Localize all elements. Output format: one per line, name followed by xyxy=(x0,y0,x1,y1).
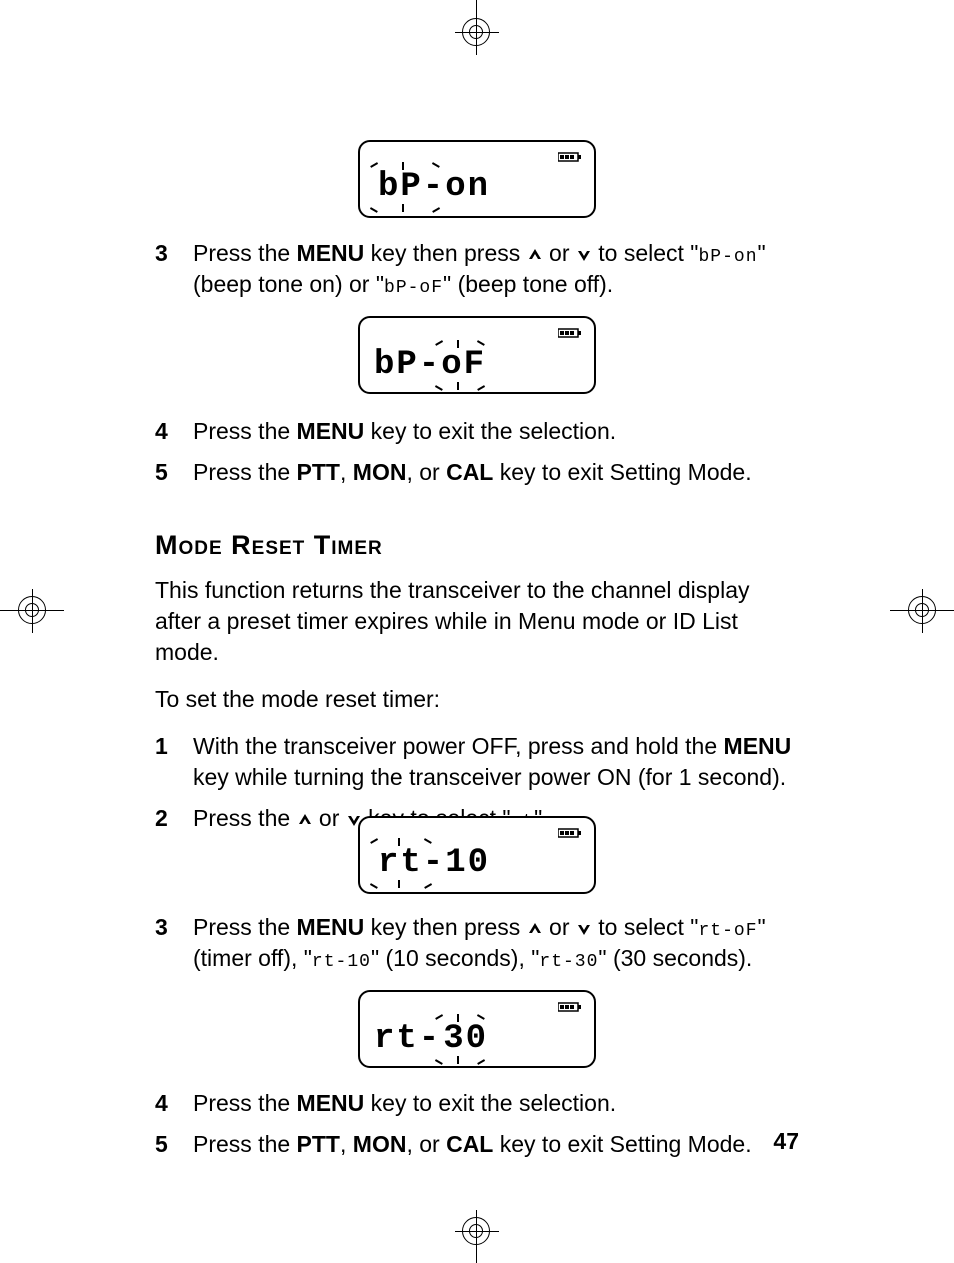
step-number: 3 xyxy=(155,238,171,301)
lcd-text: bP-on xyxy=(378,168,490,206)
step-text: Press the MENU key then press or to sele… xyxy=(193,238,799,301)
lcd-display: bP-.oF oF xyxy=(358,316,596,394)
lcd-display: rt-10 xyxy=(358,816,596,894)
step-number: 3 xyxy=(155,912,171,975)
step-number: 5 xyxy=(155,1129,171,1160)
registration-mark-icon xyxy=(462,1217,490,1245)
step-text: Press the MENU key to exit the selection… xyxy=(193,416,799,447)
step-number: 1 xyxy=(155,731,171,793)
step-text: Press the PTT, MON, or CAL key to exit S… xyxy=(193,1129,799,1160)
lcd-text: rt-10 xyxy=(378,844,490,882)
lcd-display: rt-30 xyxy=(358,990,596,1068)
paragraph: To set the mode reset timer: xyxy=(155,684,799,715)
step-item: 5 Press the PTT, MON, or CAL key to exit… xyxy=(155,1129,799,1160)
up-arrow-icon xyxy=(527,240,543,266)
battery-icon xyxy=(558,326,582,344)
step-item: 4 Press the MENU key to exit the selecti… xyxy=(155,416,799,447)
step-number: 4 xyxy=(155,1088,171,1119)
step-item: 1 With the transceiver power OFF, press … xyxy=(155,731,799,793)
step-item: 4 Press the MENU key to exit the selecti… xyxy=(155,1088,799,1119)
battery-icon xyxy=(558,1000,582,1018)
registration-mark-icon xyxy=(908,596,936,624)
battery-icon xyxy=(558,150,582,168)
step-item: 3 Press the MENU key then press or to se… xyxy=(155,238,799,301)
page-number: 47 xyxy=(773,1128,799,1155)
lcd-text: bP-.oF oF xyxy=(374,346,512,384)
registration-mark-icon xyxy=(18,596,46,624)
step-number: 4 xyxy=(155,416,171,447)
step-text: Press the PTT, MON, or CAL key to exit S… xyxy=(193,457,799,488)
step-text: Press the MENU key then press or to sele… xyxy=(193,912,799,975)
step-item: 3 Press the MENU key then press or to se… xyxy=(155,912,799,975)
section-heading: Mode Reset Timer xyxy=(155,530,799,561)
step-number: 5 xyxy=(155,457,171,488)
lcd-text: rt-30 xyxy=(374,1020,490,1058)
page: bP-on 3 Press the MENU key then press or… xyxy=(0,0,954,1263)
step-text: Press the MENU key to exit the selection… xyxy=(193,1088,799,1119)
registration-mark-icon xyxy=(462,18,490,46)
step-item: 5 Press the PTT, MON, or CAL key to exit… xyxy=(155,457,799,488)
up-arrow-icon xyxy=(527,914,543,940)
down-arrow-icon xyxy=(576,240,592,266)
paragraph: This function returns the transceiver to… xyxy=(155,575,799,668)
step-text: With the transceiver power OFF, press an… xyxy=(193,731,799,793)
battery-icon xyxy=(558,826,582,844)
down-arrow-icon xyxy=(576,914,592,940)
lcd-display: bP-on xyxy=(358,140,596,218)
